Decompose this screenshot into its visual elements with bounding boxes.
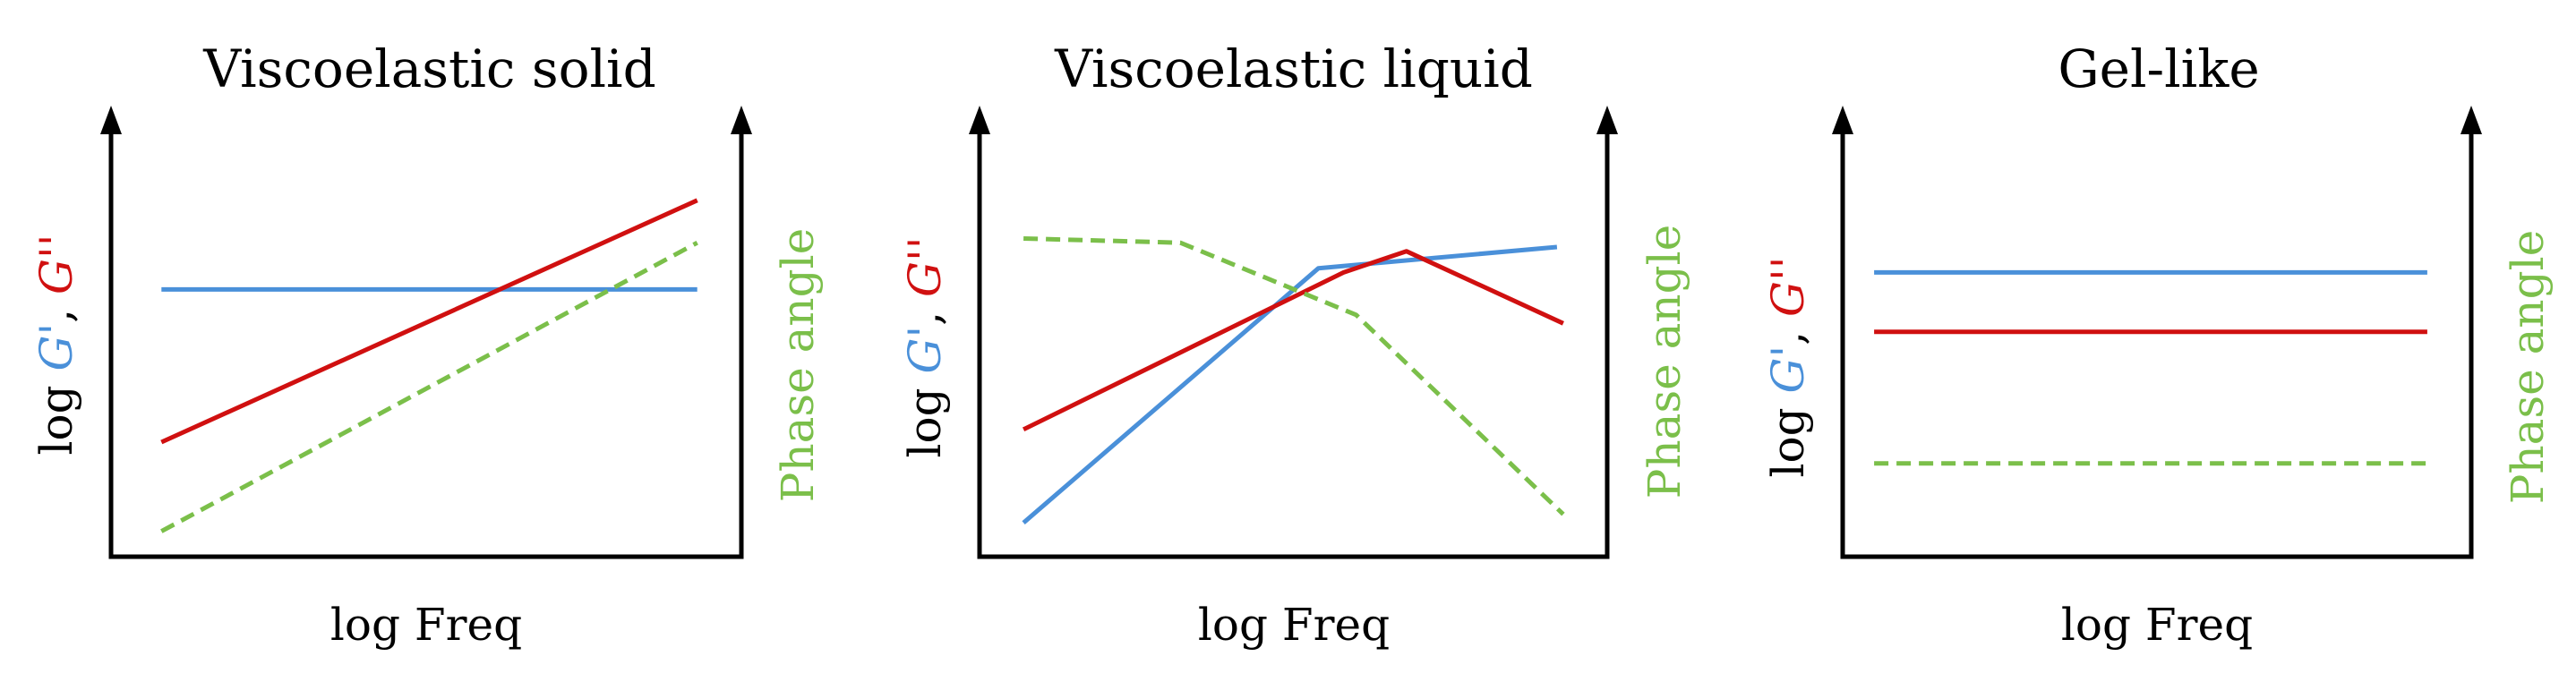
y-axis-right-arrow (731, 106, 752, 134)
chart-title: Viscoelastic liquid (1054, 38, 1533, 99)
y-axis-left-label: log G', G'' (30, 234, 82, 456)
y-axis-left-arrow (969, 106, 990, 134)
x-axis-label: log Freq (1198, 599, 1390, 651)
marks (1874, 269, 2427, 466)
series-line-g-double-prime (1022, 249, 1564, 432)
chart-panel-gel-like: Gel-like log Freq log G', G'' Phase angl… (1762, 38, 2554, 651)
g-prime-label: G' (30, 323, 82, 371)
y-axis-right-label: Phase angle (772, 228, 824, 502)
y-axis-right-label: Phase angle (1639, 225, 1690, 499)
chart-title: Viscoelastic solid (202, 38, 656, 99)
y-axis-right-arrow (1596, 106, 1618, 134)
g-double-prime-label: G'' (1762, 257, 1814, 317)
y-axis-right-label: Phase angle (2502, 230, 2554, 504)
series-line-g-double-prime (160, 198, 698, 445)
y-label-sep: , (1762, 317, 1814, 345)
y-label-sep: , (30, 294, 82, 323)
g-double-prime-label: G'' (899, 237, 951, 297)
series-line-g-prime (1022, 244, 1558, 524)
y-axis-right-arrow (2460, 106, 2482, 134)
axes-frame (977, 132, 1610, 559)
g-double-prime-label: G'' (30, 234, 82, 294)
marks (1022, 236, 1565, 524)
chart-panel-viscoelastic-solid: Viscoelastic solid log Freq log G', G'' … (30, 38, 824, 651)
g-prime-label: G' (899, 326, 951, 374)
x-axis-label: log Freq (330, 599, 522, 651)
y-label-sep: , (899, 297, 951, 326)
y-axis-left-arrow (1832, 106, 1853, 134)
y-label-prefix: log (30, 371, 82, 455)
y-label-prefix: log (1762, 393, 1814, 477)
chart-title: Gel-like (2058, 38, 2259, 99)
chart-panel-viscoelastic-liquid: Viscoelastic liquid log Freq log G', G''… (899, 38, 1690, 651)
axes-frame (108, 132, 744, 559)
y-axis-left-label: log G', G'' (1762, 257, 1814, 478)
marks (160, 198, 698, 533)
series-line-phase-angle (160, 240, 698, 533)
axes-frame (1840, 132, 2474, 559)
y-axis-left-arrow (100, 106, 122, 134)
g-prime-label: G' (1762, 345, 1814, 394)
y-label-prefix: log (899, 373, 951, 457)
y-axis-left-label: log G', G'' (899, 237, 951, 458)
series-line-phase-angle (1023, 236, 1565, 516)
x-axis-label: log Freq (2061, 599, 2253, 651)
